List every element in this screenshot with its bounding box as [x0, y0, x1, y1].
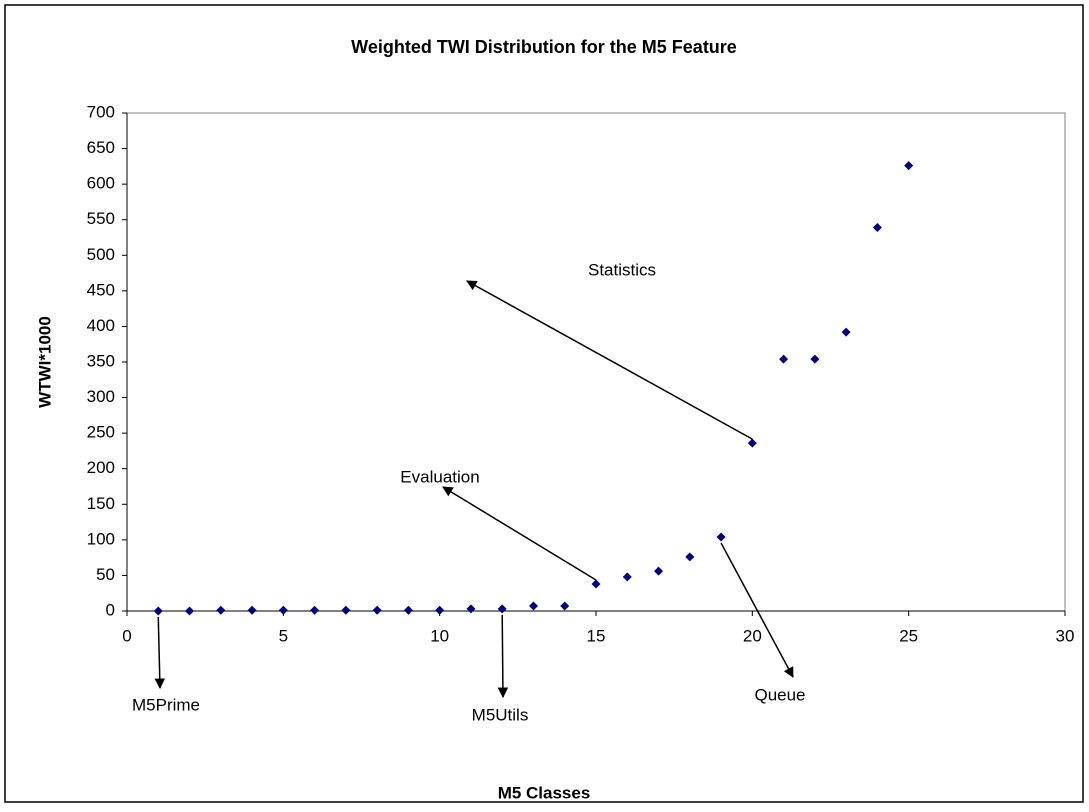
data-point [247, 605, 257, 615]
data-point [372, 605, 382, 615]
data-point [872, 223, 882, 233]
x-tick-label: 20 [743, 626, 762, 645]
data-point [185, 606, 195, 616]
y-tick-label: 700 [87, 102, 115, 121]
x-tick-label: 25 [899, 626, 918, 645]
data-point [278, 605, 288, 615]
annotation-arrow [442, 486, 597, 581]
x-tick-label: 15 [587, 626, 606, 645]
data-point [591, 579, 601, 589]
x-tick-label: 0 [122, 626, 131, 645]
x-axis-title: M5 Classes [498, 783, 591, 802]
chart-title: Weighted TWI Distribution for the M5 Fea… [351, 37, 737, 57]
y-tick-label: 200 [87, 458, 115, 477]
data-point [310, 605, 320, 615]
y-tick-label: 550 [87, 209, 115, 228]
data-point [497, 604, 507, 614]
data-point [779, 354, 789, 364]
data-point [654, 566, 664, 576]
y-tick-label: 250 [87, 423, 115, 442]
y-tick-label: 500 [87, 245, 115, 264]
data-point [403, 605, 413, 615]
y-tick-label: 150 [87, 494, 115, 513]
y-tick-label: 400 [87, 316, 115, 335]
y-tick-label: 600 [87, 174, 115, 193]
plot-area [126, 112, 1066, 612]
annotation-arrow [154, 616, 166, 690]
y-tick-label: 350 [87, 351, 115, 370]
x-tick-label: 5 [279, 626, 288, 645]
data-point [341, 605, 351, 615]
data-point [216, 605, 226, 615]
annotation: M5Utils [472, 705, 529, 724]
y-tick-label: 650 [87, 138, 115, 157]
y-tick-label: 300 [87, 387, 115, 406]
y-tick-label: 100 [87, 529, 115, 548]
annotation: M5Prime [132, 695, 200, 714]
data-point [904, 161, 914, 171]
data-point [622, 572, 632, 582]
x-tick-label: 10 [430, 626, 449, 645]
y-tick-label: 450 [87, 280, 115, 299]
data-point [810, 354, 820, 364]
y-tick-label: 50 [96, 565, 115, 584]
annotation: Statistics [588, 260, 656, 279]
data-point [153, 606, 163, 616]
annotation: Queue [754, 685, 805, 704]
data-point [841, 327, 851, 337]
x-tick-label: 30 [1056, 626, 1075, 645]
annotation-arrow [720, 542, 794, 678]
data-point [435, 605, 445, 615]
annotation-arrow [497, 614, 509, 699]
y-tick-label: 0 [106, 600, 115, 619]
data-point [747, 438, 757, 448]
data-point [716, 532, 726, 542]
data-point [560, 601, 570, 611]
annotation: Evaluation [400, 467, 479, 486]
data-point [685, 552, 695, 562]
annotation-arrow [466, 280, 753, 440]
data-point [466, 604, 476, 614]
y-axis-title: WTWI*1000 [35, 316, 54, 408]
data-point [528, 601, 538, 611]
